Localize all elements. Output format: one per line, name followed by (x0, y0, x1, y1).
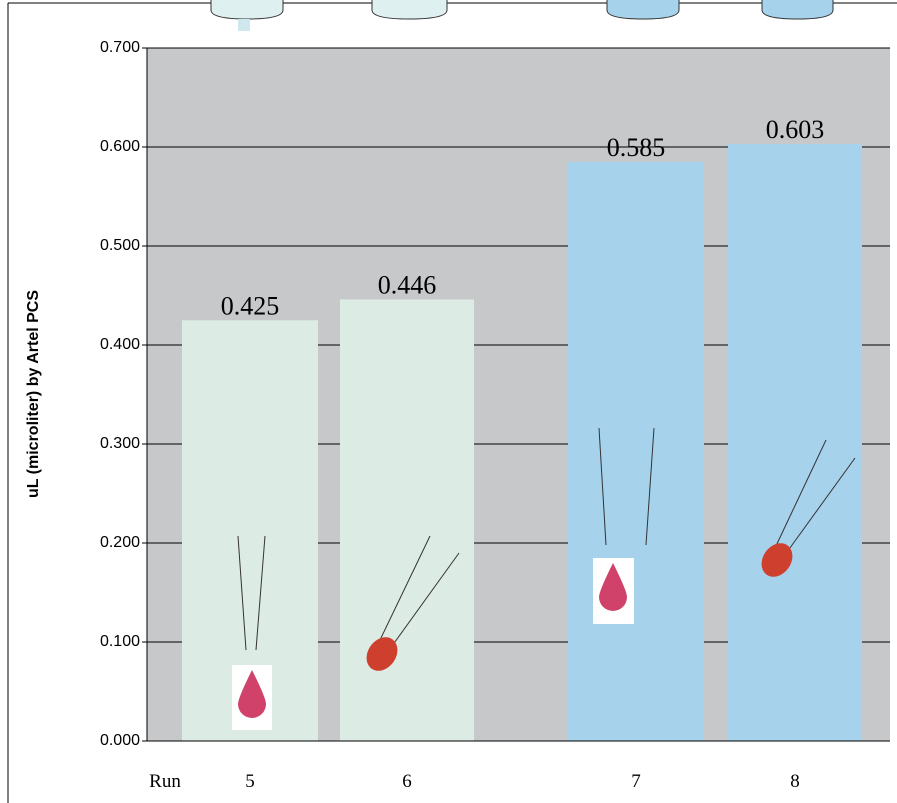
tube (762, 0, 833, 19)
y-tick-label: 0.700 (100, 39, 140, 56)
tube (211, 0, 283, 19)
tube (607, 0, 679, 19)
x-tick-label: 5 (245, 771, 255, 792)
y-tick-label: 0.500 (100, 237, 140, 254)
value-label: 0.446 (378, 270, 437, 299)
value-label: 0.585 (607, 133, 666, 162)
y-tick-label: 0.300 (100, 435, 140, 452)
tube (372, 0, 447, 19)
value-label: 0.425 (221, 291, 280, 320)
x-tick-label: 8 (790, 771, 800, 792)
y-tick-label: 0.100 (100, 633, 140, 650)
bar (728, 144, 862, 741)
y-tick-label: 0.200 (100, 534, 140, 551)
bar (340, 299, 474, 741)
value-label: 0.603 (766, 115, 825, 144)
chart: uL (microliter) by Artel PCS Run 0.000 0.… (0, 0, 897, 803)
y-axis-label: uL (microliter) by Artel PCS (25, 290, 42, 498)
x-tick-label: 7 (631, 771, 641, 792)
tube-tip (238, 19, 250, 31)
x-tick-label: 6 (402, 771, 412, 792)
y-tick-label: 0.600 (100, 138, 140, 155)
y-tick-label: 0.000 (100, 732, 140, 749)
x-axis-label: Run (149, 771, 181, 792)
y-tick-label: 0.400 (100, 336, 140, 353)
bar (568, 162, 704, 741)
